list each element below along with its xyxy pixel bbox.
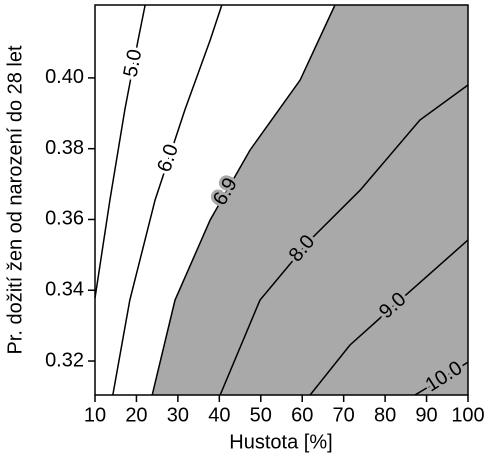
y-tick-label: 0.36 bbox=[45, 208, 84, 230]
y-tick-label: 0.34 bbox=[45, 279, 84, 301]
x-tick-label: 60 bbox=[291, 404, 313, 426]
y-tick-label: 0.40 bbox=[45, 66, 84, 88]
y-tick-label: 0.32 bbox=[45, 349, 84, 371]
contour-label: 6.0 bbox=[153, 142, 183, 175]
x-tick-label: 80 bbox=[374, 404, 396, 426]
x-tick-label: 70 bbox=[333, 404, 355, 426]
plot-frame bbox=[94, 4, 469, 396]
contour-line bbox=[112, 4, 223, 396]
x-tick-label: 100 bbox=[451, 404, 484, 426]
shaded-region bbox=[152, 5, 468, 395]
contour-line bbox=[414, 361, 469, 396]
y-tick-label: 0.38 bbox=[45, 137, 84, 159]
x-tick-label: 30 bbox=[167, 404, 189, 426]
x-axis-label: Hustota [%] bbox=[229, 431, 332, 453]
contour-line bbox=[94, 4, 146, 299]
x-tick-label: 10 bbox=[84, 404, 106, 426]
contour-line bbox=[151, 4, 336, 396]
x-tick-label: 50 bbox=[250, 404, 272, 426]
x-tick-label: 90 bbox=[415, 404, 437, 426]
x-tick-label: 40 bbox=[208, 404, 230, 426]
contour-line bbox=[219, 84, 469, 396]
x-tick-label: 20 bbox=[125, 404, 147, 426]
y-axis-label: Pr. dožití žen od narození do 28 let bbox=[4, 45, 26, 355]
contour-label: 5.0 bbox=[120, 47, 147, 78]
contour-line bbox=[309, 239, 469, 396]
